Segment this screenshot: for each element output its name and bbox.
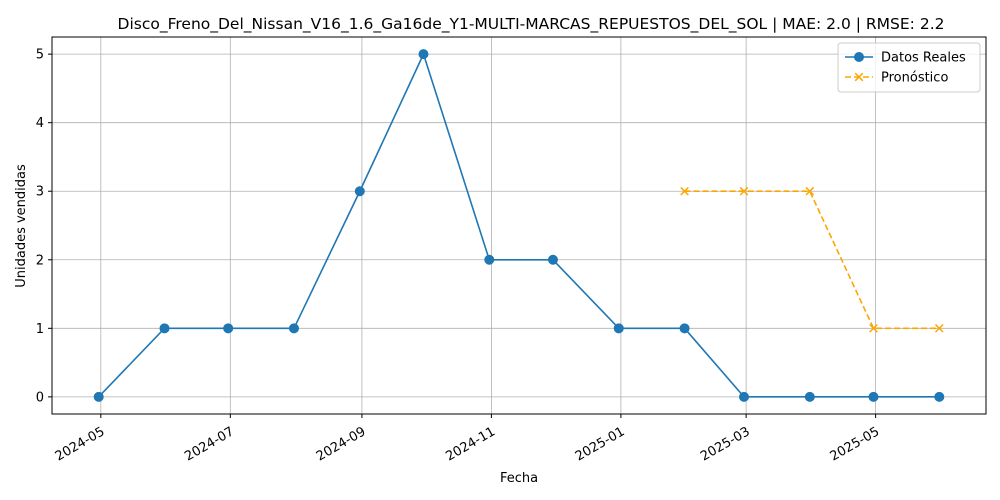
data-point [804,391,815,402]
series-pronostico [680,186,944,333]
chart-title: Disco_Freno_Del_Nissan_V16_1.6_Ga16de_Y1… [118,15,945,34]
legend-box [837,42,981,93]
data-point [613,323,624,334]
y-tick-label: 2 [36,253,44,268]
data-point [288,323,299,334]
data-point [680,186,689,196]
y-tick-label: 5 [36,48,44,63]
data-point [934,323,944,333]
data-point [354,186,365,197]
series-line [98,53,940,398]
legend-label: Pronóstico [881,71,948,86]
data-point [869,323,878,333]
legend-marker [854,72,864,82]
data-point [159,323,170,334]
y-axis-label: Unidades vendidas [14,164,29,288]
legend-items: Datos Reales Pronóstico [845,51,966,86]
y-tick-label: 1 [36,322,44,337]
plot-frame [51,36,987,415]
data-point [484,254,495,265]
data-point [223,323,234,334]
data-point [547,254,558,265]
data-point [418,49,429,60]
data-point [739,186,749,196]
data-point [93,391,104,402]
series-datos-reales [93,49,945,402]
series-line [684,190,940,330]
legend: Datos Reales Pronóstico [837,42,981,93]
data-point [739,391,750,402]
legend-label: Datos Reales [881,51,966,66]
data-point [868,391,879,402]
y-tick-label: 4 [36,116,44,131]
x-axis-label: Fecha [500,471,538,486]
y-tick-label: 0 [36,390,44,405]
data-point [934,391,945,402]
y-tick-label: 3 [36,185,44,200]
data-point [679,323,690,334]
data-point [805,186,815,196]
legend-marker [854,52,864,62]
plot-series [93,49,945,402]
